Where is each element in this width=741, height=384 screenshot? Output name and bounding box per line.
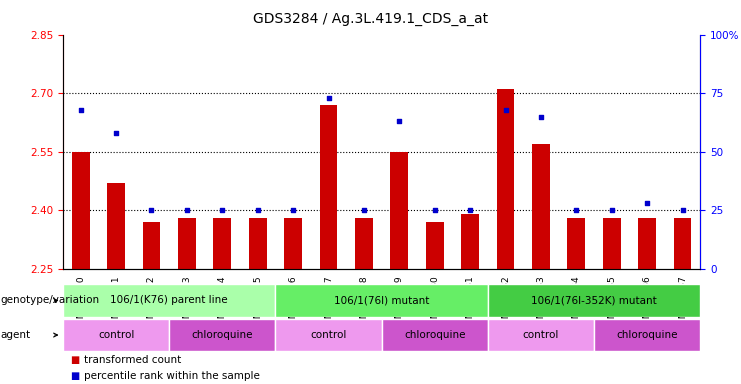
Bar	[603, 218, 620, 269]
Point	[641, 200, 653, 206]
Bar	[674, 218, 691, 269]
Bar	[249, 218, 267, 269]
Point	[145, 207, 157, 214]
Point	[181, 207, 193, 214]
Text: chloroquine: chloroquine	[404, 330, 465, 340]
Point	[677, 207, 688, 214]
Bar	[532, 144, 550, 269]
Bar	[355, 218, 373, 269]
Bar	[72, 152, 90, 269]
Bar	[63, 284, 276, 317]
Point	[571, 207, 582, 214]
Point	[429, 207, 441, 214]
Text: GDS3284 / Ag.3L.419.1_CDS_a_at: GDS3284 / Ag.3L.419.1_CDS_a_at	[253, 12, 488, 25]
Bar	[461, 214, 479, 269]
Text: 106/1(76I) mutant: 106/1(76I) mutant	[334, 295, 429, 306]
Text: genotype/variation: genotype/variation	[1, 295, 100, 306]
Point	[606, 207, 618, 214]
Bar	[496, 89, 514, 269]
Bar	[285, 218, 302, 269]
Bar	[382, 319, 488, 351]
Bar	[391, 152, 408, 269]
Point	[322, 95, 334, 101]
Bar	[178, 218, 196, 269]
Bar	[638, 218, 656, 269]
Bar	[169, 319, 276, 351]
Bar	[426, 222, 444, 269]
Text: 106/1(76I-352K) mutant: 106/1(76I-352K) mutant	[531, 295, 657, 306]
Text: chloroquine: chloroquine	[617, 330, 678, 340]
Bar	[276, 284, 488, 317]
Point	[288, 207, 299, 214]
Text: 106/1(K76) parent line: 106/1(K76) parent line	[110, 295, 228, 306]
Bar	[107, 183, 125, 269]
Text: control: control	[522, 330, 559, 340]
Point	[252, 207, 264, 214]
Point	[75, 106, 87, 113]
Text: control: control	[98, 330, 134, 340]
Text: transformed count: transformed count	[84, 355, 181, 365]
Point	[464, 207, 476, 214]
Point	[110, 130, 122, 136]
Text: percentile rank within the sample: percentile rank within the sample	[84, 371, 259, 381]
Bar	[568, 218, 585, 269]
Bar	[319, 105, 337, 269]
Text: chloroquine: chloroquine	[192, 330, 253, 340]
Point	[535, 114, 547, 120]
Point	[499, 106, 511, 113]
Bar	[142, 222, 160, 269]
Bar	[276, 319, 382, 351]
Bar	[63, 319, 169, 351]
Text: ■: ■	[70, 371, 79, 381]
Bar	[488, 319, 594, 351]
Text: control: control	[310, 330, 347, 340]
Text: ■: ■	[70, 355, 79, 365]
Bar	[594, 319, 700, 351]
Point	[393, 118, 405, 124]
Bar	[213, 218, 231, 269]
Point	[358, 207, 370, 214]
Bar	[488, 284, 700, 317]
Text: agent: agent	[1, 330, 31, 340]
Point	[216, 207, 228, 214]
